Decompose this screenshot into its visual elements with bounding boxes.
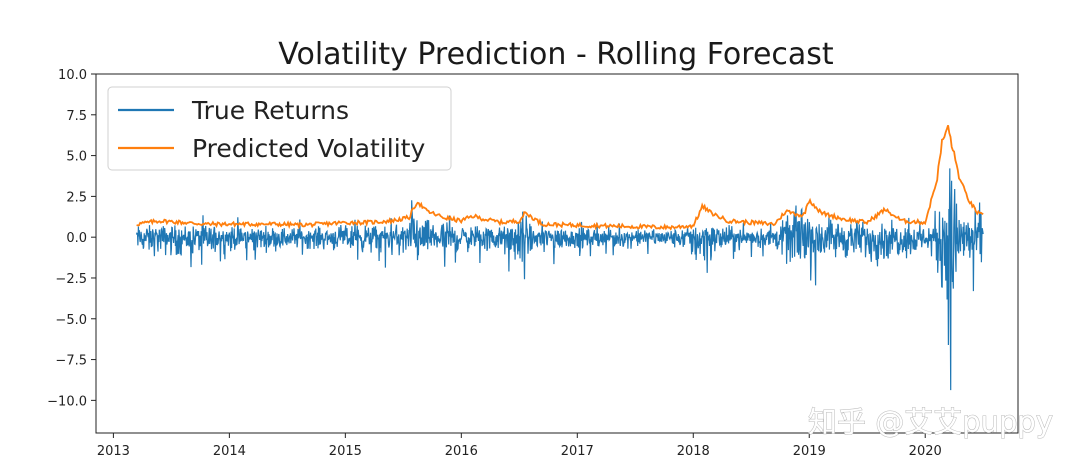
legend-label: True Returns <box>191 96 349 125</box>
x-tick-label: 2015 <box>329 444 362 459</box>
y-tick-label: −2.5 <box>55 272 87 287</box>
plot-area <box>136 125 984 391</box>
y-tick-label: 7.5 <box>66 109 87 124</box>
x-tick-label: 2017 <box>561 444 594 459</box>
y-tick-label: −5.0 <box>55 313 87 328</box>
y-tick-label: −7.5 <box>55 354 87 369</box>
x-tick-label: 2020 <box>909 444 942 459</box>
legend-label: Predicted Volatility <box>192 134 425 163</box>
legend-box <box>107 86 452 171</box>
true-returns-line <box>136 168 984 391</box>
axes-frame <box>95 73 1019 434</box>
chart-title: Volatility Prediction - Rolling Forecast <box>278 37 834 72</box>
legend: True Returns Predicted Volatility <box>107 86 452 171</box>
watermark-text: 知乎 @艾艾puppy <box>808 405 1053 439</box>
x-tick-label: 2019 <box>793 444 826 459</box>
x-tick-label: 2013 <box>97 444 130 459</box>
y-tick-label: −10.0 <box>47 394 87 409</box>
y-tick-label: 2.5 <box>66 190 87 205</box>
y-tick-label: 5.0 <box>66 150 87 165</box>
x-tick-label: 2014 <box>213 444 246 459</box>
x-axis: 2013 2014 2015 2016 2017 2018 2019 2020 <box>97 433 942 459</box>
y-tick-label: 10.0 <box>58 68 87 83</box>
x-tick-label: 2018 <box>677 444 710 459</box>
y-axis: 10.0 7.5 5.0 2.5 0.0 −2.5 −5.0 −7.5 −10.0 <box>47 68 96 409</box>
predicted-volatility-line <box>136 125 984 231</box>
y-tick-label: 0.0 <box>66 231 87 246</box>
x-tick-label: 2016 <box>445 444 478 459</box>
